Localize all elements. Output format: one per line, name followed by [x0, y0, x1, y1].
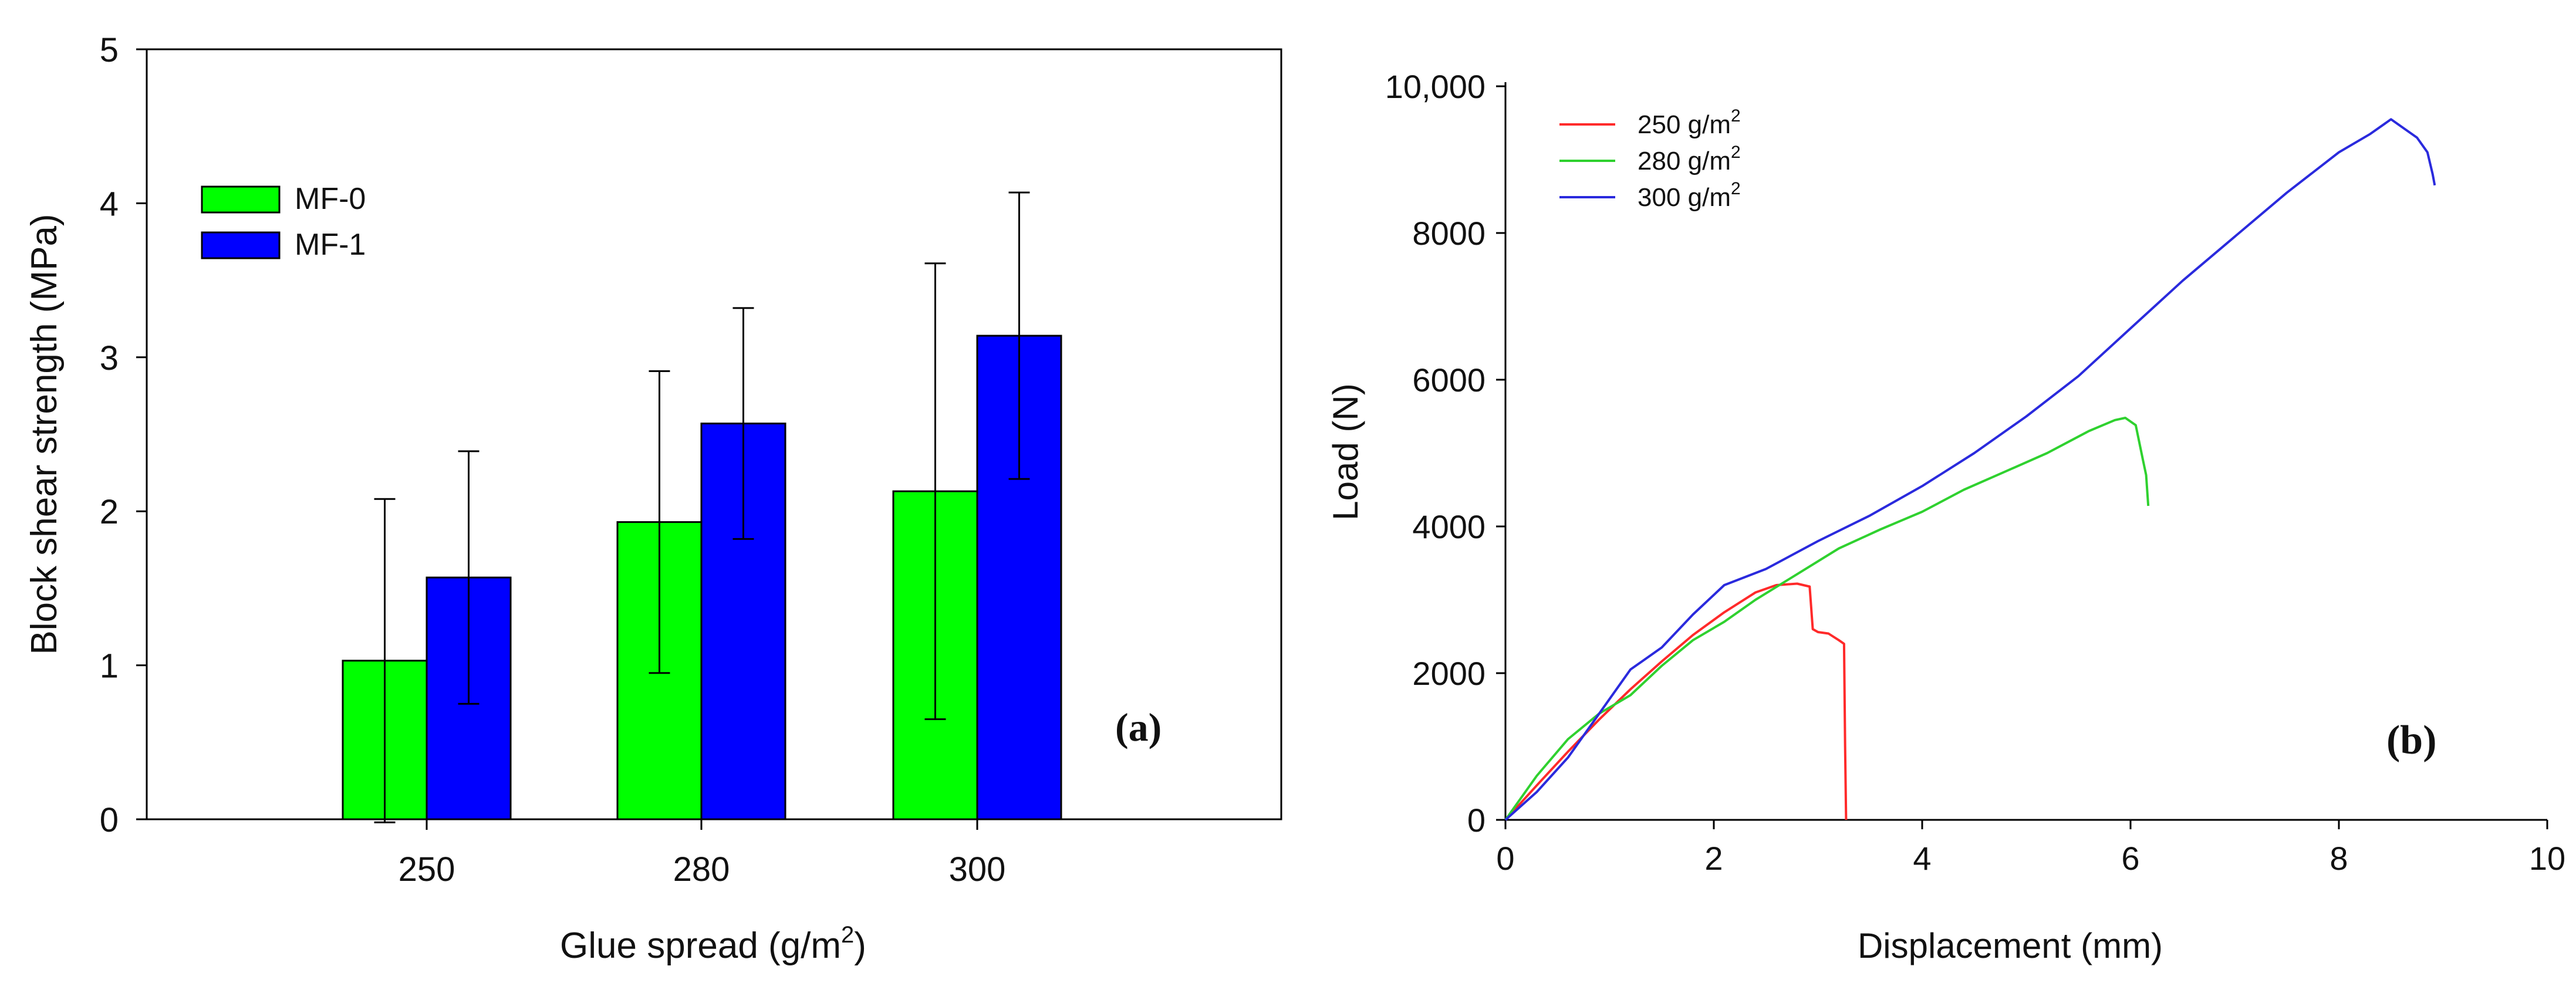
- panel-a-y-tick-label: 4: [100, 185, 119, 223]
- panel-a-y-tick-label: 2: [100, 493, 119, 531]
- panel-a-label: (a): [1115, 705, 1162, 749]
- panel-b-legend-label-text: 250 g/m: [1638, 110, 1731, 139]
- panel-b-x-axis-label: Displacement (mm): [1858, 926, 2163, 965]
- panel-a-bars: [342, 191, 1062, 823]
- panel-b-y-tick-label: 8000: [1412, 215, 1485, 252]
- panel-a-y-tick-label: 0: [100, 801, 119, 839]
- panel-a-x-axis-label: Glue spread (g/m2): [560, 922, 866, 966]
- panel-b-x-tick-label: 4: [1913, 840, 1931, 877]
- panel-a-legend: MF-0 MF-1: [201, 182, 366, 262]
- panel-b-label: (b): [2386, 718, 2437, 763]
- panel-b-series-lines: [1504, 118, 2436, 821]
- panel-b-y-axis-label: Load (N): [1326, 383, 1365, 520]
- panel-a-x-tick-label: 300: [949, 850, 1006, 889]
- panel-a-bar-chart: 0 1 2 3 4 5 250 280 300 MF-0 MF-1 Block shear st…: [24, 31, 1282, 966]
- panel-b-ticks: 0 2 4 6 8 10 0 2000 4000 6000 8000 10,000: [1385, 68, 2565, 877]
- panel-a-x-tick-label: 250: [399, 850, 455, 889]
- panel-b-series-line: [1504, 417, 2150, 821]
- panel-a-y-tick-label: 1: [100, 647, 119, 685]
- panel-a-legend-label: MF-1: [295, 228, 366, 262]
- panel-b-legend-label: 280 g/m2: [1638, 143, 1741, 175]
- panel-b-x-tick-label: 10: [2529, 840, 2565, 877]
- panel-b-legend-label-sup: 2: [1731, 106, 1741, 126]
- panel-b-series-line: [1504, 582, 1848, 821]
- panel-b-x-tick-label: 0: [1496, 840, 1514, 877]
- panel-b-x-tick-label: 8: [2329, 840, 2348, 877]
- panel-a-x-ticks: 250 280 300: [399, 819, 1006, 889]
- panel-a-legend-swatch: [201, 231, 281, 259]
- panel-b-legend-label-sup: 2: [1731, 179, 1741, 198]
- panel-b-legend-label-text: 280 g/m: [1638, 147, 1731, 175]
- panel-b-y-tick-label: 4000: [1412, 508, 1485, 545]
- panel-b-x-tick-label: 6: [2121, 840, 2139, 877]
- panel-b-y-tick-label: 10,000: [1385, 68, 1485, 105]
- panel-b-legend-label-text: 300 g/m: [1638, 183, 1731, 212]
- panel-a-legend-label: MF-0: [295, 182, 366, 216]
- panel-b-legend-label: 300 g/m2: [1638, 179, 1741, 212]
- panel-b-x-tick-label: 2: [1704, 840, 1723, 877]
- panel-b-legend-label-sup: 2: [1731, 143, 1741, 162]
- panel-a-y-tick-label: 5: [100, 31, 119, 69]
- panel-b-legend-label: 250 g/m2: [1638, 106, 1741, 139]
- panel-a-x-tick-label: 280: [673, 850, 730, 889]
- panel-a-legend-swatch: [201, 185, 281, 214]
- panel-b-y-tick-label: 2000: [1412, 655, 1485, 692]
- panel-b-series-line: [1504, 118, 2436, 821]
- panel-b-y-tick-label: 6000: [1412, 362, 1485, 398]
- panel-b-y-tick-label: 0: [1467, 802, 1485, 839]
- panel-a-y-tick-label: 3: [100, 339, 119, 377]
- panel-a-y-ticks: 0 1 2 3 4 5: [100, 31, 147, 839]
- panel-a-y-axis-label: Block shear strength (MPa): [24, 214, 65, 654]
